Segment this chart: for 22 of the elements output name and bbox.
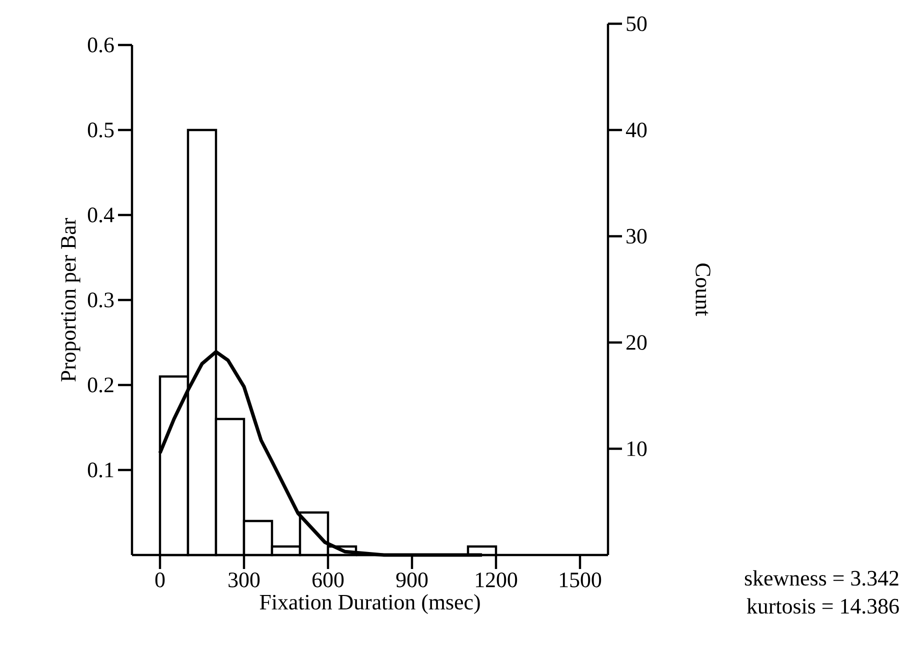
y-tick-label: 0.2 — [88, 378, 114, 392]
y2-tick-label: 40 — [626, 122, 647, 138]
y-tick-label: 0.3 — [88, 292, 114, 308]
y-tick-label: 0.5 — [88, 122, 114, 138]
x-axis-title: Fixation Duration (msec) — [260, 594, 480, 614]
x-tick-label: 0 — [155, 572, 165, 588]
y-tick-label: 0.6 — [88, 38, 114, 52]
y2-tick-label: 30 — [626, 228, 647, 244]
y-axis-title: Proportion per Bar — [61, 218, 80, 382]
y2-tick-label: 50 — [626, 16, 647, 32]
y2-tick-label: 10 — [627, 441, 647, 456]
y-tick-label: 0.1 — [88, 462, 114, 478]
y-tick-label: 0.4 — [88, 208, 114, 222]
y2-tick-label: 20 — [626, 335, 647, 350]
text: kurtosis = 14.386 — [746, 598, 899, 614]
x-tick-label: 600 — [312, 572, 344, 588]
x-tick-label: 1500 — [560, 572, 602, 588]
x-tick-label: 1200 — [476, 572, 518, 588]
y2-axis-title: Count — [696, 263, 710, 316]
x-tick-label: 300 — [228, 572, 260, 588]
text: skewness = 3.342 — [744, 570, 898, 586]
x-tick-label: 900 — [396, 572, 428, 588]
